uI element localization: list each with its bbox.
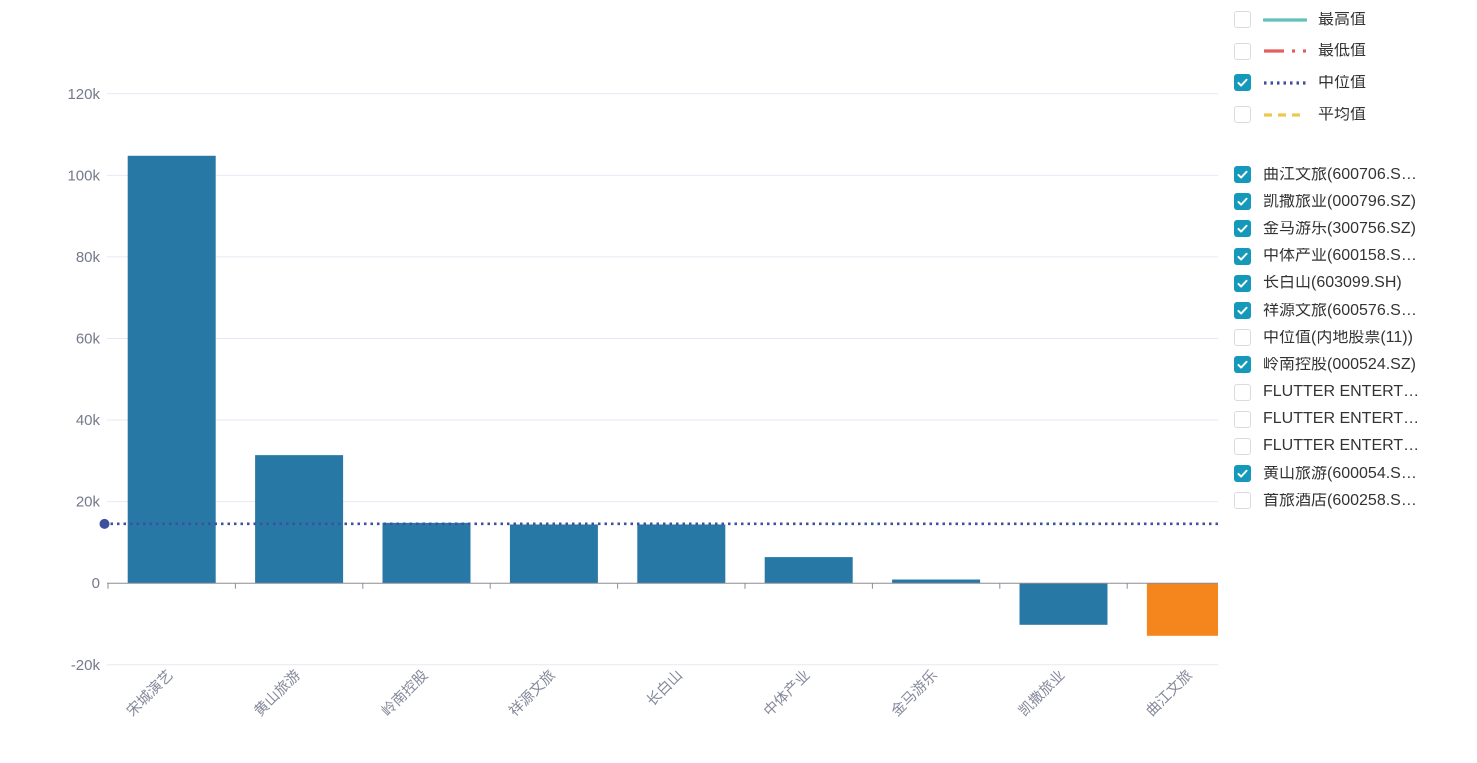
bar-凯撒旅业[interactable] xyxy=(1019,583,1108,625)
checkbox-checked[interactable] xyxy=(1234,193,1251,211)
checkbox-unchecked[interactable] xyxy=(1234,383,1251,401)
series-legend-label[interactable]: 中位值(内地股票(11)) xyxy=(1263,329,1413,346)
series-legend-item[interactable]: 中体产业(600158.S… xyxy=(1234,243,1477,270)
checkbox-unchecked[interactable] xyxy=(1234,42,1251,60)
bar-黄山旅游[interactable] xyxy=(255,455,344,584)
y-axis-tick-label: 80k xyxy=(76,249,101,266)
check-icon xyxy=(1237,306,1248,315)
series-legend-label[interactable]: FLUTTER ENTERT… xyxy=(1263,438,1420,455)
checkbox-checked[interactable] xyxy=(1234,274,1251,292)
measure-legend-label[interactable]: 最低值 xyxy=(1318,43,1367,60)
bar-岭南控股[interactable] xyxy=(382,522,471,584)
y-axis-tick-label: 100k xyxy=(67,167,100,184)
measure-legend-item[interactable]: 最高值 xyxy=(1234,4,1477,36)
series-legend-label[interactable]: 岭南控股(000524.SZ) xyxy=(1263,356,1416,373)
checkbox-checked[interactable] xyxy=(1234,356,1251,374)
x-axis-category-label[interactable]: 祥源文旅 xyxy=(506,667,559,720)
x-axis-category-label[interactable]: 曲江文旅 xyxy=(1143,667,1196,720)
legend-line-symbol xyxy=(1263,106,1307,124)
checkbox-checked[interactable] xyxy=(1234,302,1251,320)
measure-legend-label[interactable]: 中位值 xyxy=(1318,74,1367,91)
x-axis-category-label[interactable]: 凯撒旅业 xyxy=(1015,667,1068,720)
check-icon xyxy=(1237,361,1248,369)
checkbox-checked[interactable] xyxy=(1234,247,1251,265)
measure-legend-item[interactable]: 中位值 xyxy=(1234,67,1477,99)
series-legend-label[interactable]: FLUTTER ENTERT… xyxy=(1263,411,1420,428)
x-axis-category-label[interactable]: 长白山 xyxy=(643,667,686,710)
checkbox-unchecked[interactable] xyxy=(1234,410,1251,428)
checkbox-unchecked[interactable] xyxy=(1234,11,1251,29)
checkbox-unchecked[interactable] xyxy=(1234,437,1251,455)
check-icon xyxy=(1237,469,1248,478)
check-icon xyxy=(1237,225,1248,234)
x-axis-category-label[interactable]: 金马游乐 xyxy=(888,667,941,720)
series-legend-item[interactable]: FLUTTER ENTERT… xyxy=(1234,433,1477,460)
median-line-start-dot xyxy=(99,518,110,529)
series-legend-label[interactable]: 凯撒旅业(000796.SZ) xyxy=(1263,193,1416,210)
check-icon xyxy=(1237,279,1248,288)
series-legend-item[interactable]: FLUTTER ENTERT… xyxy=(1234,379,1477,406)
bar-chart-canvas: 120k 100k 80k 60k 40k 20k 0 -20k 宋城演艺 黄山旅游 岭南控股 祥源文… xyxy=(67,86,1235,720)
bar-金马游乐[interactable] xyxy=(892,579,981,584)
series-legend-item[interactable]: 首旅酒店(600258.S… xyxy=(1234,487,1477,514)
y-axis-tick-label: 0 xyxy=(92,575,100,592)
x-axis-category-label[interactable]: 宋城演艺 xyxy=(123,667,176,720)
bar-中体产业[interactable] xyxy=(764,557,853,584)
bar-曲江文旅[interactable] xyxy=(1146,583,1235,636)
series-legend-item[interactable]: 黄山旅游(600054.S… xyxy=(1234,460,1477,487)
checkbox-checked[interactable] xyxy=(1234,74,1251,92)
measure-legend-label[interactable]: 最高值 xyxy=(1318,11,1367,28)
series-legend-item[interactable]: 金马游乐(300756.SZ) xyxy=(1234,215,1477,242)
y-axis-tick-label: -20k xyxy=(71,657,101,674)
series-legend-label[interactable]: 祥源文旅(600576.S… xyxy=(1263,302,1417,319)
check-icon xyxy=(1237,198,1248,206)
x-axis-category-label[interactable]: 岭南控股 xyxy=(378,667,431,720)
bar-长白山[interactable] xyxy=(637,524,726,584)
measure-legend-item[interactable]: 平均值 xyxy=(1234,99,1477,131)
legend-line-symbol xyxy=(1263,42,1307,60)
series-legend-item[interactable]: 曲江文旅(600706.S… xyxy=(1234,161,1477,188)
y-axis-tick-label: 40k xyxy=(76,412,101,429)
check-icon xyxy=(1237,170,1248,179)
series-legend-item[interactable]: 岭南控股(000524.SZ) xyxy=(1234,351,1477,378)
series-legend-label[interactable]: 曲江文旅(600706.S… xyxy=(1263,166,1417,183)
x-axis-category-label[interactable]: 中体产业 xyxy=(760,667,813,720)
checkbox-unchecked[interactable] xyxy=(1234,329,1251,347)
check-icon xyxy=(1237,79,1248,88)
measure-legend-item[interactable]: 最低值 xyxy=(1234,36,1477,68)
series-legend-item[interactable]: 祥源文旅(600576.S… xyxy=(1234,297,1477,324)
check-icon xyxy=(1237,252,1248,261)
bar-宋城演艺[interactable] xyxy=(127,155,216,584)
x-axis-category-label[interactable]: 黄山旅游 xyxy=(251,667,304,720)
series-legend-label[interactable]: 黄山旅游(600054.S… xyxy=(1263,465,1417,482)
series-legend-label[interactable]: 首旅酒店(600258.S… xyxy=(1263,492,1417,509)
checkbox-unchecked[interactable] xyxy=(1234,106,1251,124)
series-legend-item[interactable]: 长白山(603099.SH) xyxy=(1234,270,1477,297)
legend-line-symbol xyxy=(1262,11,1308,29)
y-axis-tick-label: 120k xyxy=(67,86,100,103)
series-legend: 曲江文旅(600706.S… 凯撒旅业(000796.SZ) 金马游乐(300756… xyxy=(1234,161,1477,514)
measure-legend-label[interactable]: 平均值 xyxy=(1318,106,1367,123)
series-legend-item[interactable]: 凯撒旅业(000796.SZ) xyxy=(1234,188,1477,215)
series-legend-label[interactable]: 金马游乐(300756.SZ) xyxy=(1263,220,1416,237)
y-axis-tick-label: 60k xyxy=(76,330,101,347)
checkbox-unchecked[interactable] xyxy=(1234,492,1251,510)
checkbox-checked[interactable] xyxy=(1234,465,1251,483)
checkbox-checked[interactable] xyxy=(1234,220,1251,238)
series-legend-item[interactable]: 中位值(内地股票(11)) xyxy=(1234,324,1477,351)
series-legend-label[interactable]: 中体产业(600158.S… xyxy=(1263,248,1417,265)
legend-line-symbol xyxy=(1263,74,1307,92)
series-legend-item[interactable]: FLUTTER ENTERT… xyxy=(1234,406,1477,433)
series-legend-label[interactable]: FLUTTER ENTERT… xyxy=(1263,384,1420,401)
bar-祥源文旅[interactable] xyxy=(509,524,598,584)
measure-legend: 最高值最低值中位值平均值 xyxy=(1234,4,1477,130)
series-legend-label[interactable]: 长白山(603099.SH) xyxy=(1263,275,1402,292)
checkbox-checked[interactable] xyxy=(1234,166,1251,184)
y-axis-tick-label: 20k xyxy=(76,494,101,511)
